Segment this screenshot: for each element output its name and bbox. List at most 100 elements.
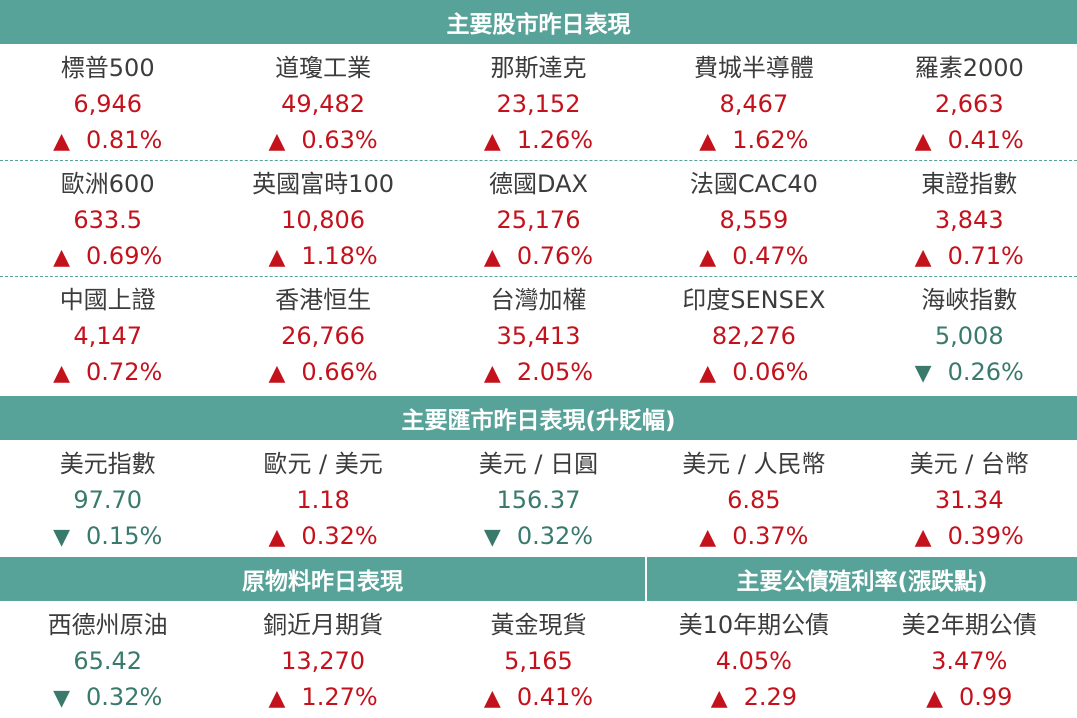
change-value: 1.26% bbox=[516, 126, 594, 154]
instrument-name: 香港恒生 bbox=[275, 286, 372, 314]
up-arrow-icon: ▲ bbox=[483, 245, 501, 270]
instrument-change: ▼ 0.15% bbox=[53, 518, 162, 556]
market-cell: 道瓊工業 49,482 ▲ 0.63% bbox=[215, 44, 430, 160]
instrument-change: ▲ 0.63% bbox=[269, 122, 378, 160]
market-cell: 印度SENSEX 82,276 ▲ 0.06% bbox=[646, 276, 861, 392]
down-arrow-icon: ▼ bbox=[53, 525, 71, 550]
instrument-name: 歐洲600 bbox=[60, 170, 155, 198]
instrument-value: 10,806 bbox=[281, 206, 366, 234]
instrument-value: 5,165 bbox=[504, 647, 573, 675]
change-value: 2.05% bbox=[516, 358, 594, 386]
change-value: 0.32% bbox=[301, 522, 378, 550]
change-value: 1.62% bbox=[732, 126, 809, 154]
market-cell: 費城半導體 8,467 ▲ 1.62% bbox=[646, 44, 861, 160]
change-value: 0.06% bbox=[732, 358, 809, 386]
market-cell: 黃金現貨 5,165 ▲ 0.41% bbox=[431, 601, 646, 717]
stock-grid: 標普500 6,946 ▲ 0.81% 道瓊工業 49,482 ▲ 0.63% 那斯達克 23,1… bbox=[0, 44, 1077, 392]
up-arrow-icon: ▲ bbox=[699, 525, 717, 550]
commodity-section-title: 原物料昨日表現 bbox=[242, 569, 403, 595]
instrument-value: 8,559 bbox=[719, 206, 789, 234]
instrument-change: ▲ 2.05% bbox=[484, 354, 593, 392]
instrument-value: 97.70 bbox=[73, 486, 143, 514]
instrument-name: 印度SENSEX bbox=[682, 286, 826, 314]
up-arrow-icon: ▲ bbox=[914, 525, 932, 550]
instrument-change: ▲ 2.29 bbox=[711, 679, 797, 717]
instrument-value: 3,843 bbox=[934, 206, 1004, 234]
row-divider bbox=[0, 276, 1077, 277]
change-value: 0.39% bbox=[947, 522, 1024, 550]
up-arrow-icon: ▲ bbox=[926, 686, 943, 711]
instrument-change: ▲ 1.18% bbox=[269, 238, 378, 276]
change-value: 2.29 bbox=[743, 683, 798, 711]
instrument-value: 13,270 bbox=[281, 647, 366, 675]
instrument-value: 82,276 bbox=[711, 322, 796, 350]
market-cell: 美元 / 日圓 156.37 ▼ 0.32% bbox=[431, 440, 646, 556]
instrument-value: 6,946 bbox=[73, 90, 143, 118]
change-value: 1.27% bbox=[301, 683, 378, 711]
down-arrow-icon: ▼ bbox=[53, 686, 71, 711]
instrument-name: 美10年期公債 bbox=[678, 611, 830, 639]
fx-grid: 美元指數 97.70 ▼ 0.15% 歐元 / 美元 1.18 ▲ 0.32% 美元 / 日圓 1… bbox=[0, 440, 1077, 556]
up-arrow-icon: ▲ bbox=[268, 129, 286, 154]
market-cell: 歐元 / 美元 1.18 ▲ 0.32% bbox=[215, 440, 430, 556]
instrument-name: 歐元 / 美元 bbox=[263, 450, 383, 478]
instrument-change: ▲ 0.76% bbox=[484, 238, 593, 276]
market-cell: 香港恒生 26,766 ▲ 0.66% bbox=[215, 276, 430, 392]
market-cell: 東證指數 3,843 ▲ 0.71% bbox=[862, 160, 1077, 276]
up-arrow-icon: ▲ bbox=[268, 361, 286, 386]
market-cell: 歐洲600 633.5 ▲ 0.69% bbox=[0, 160, 215, 276]
instrument-change: ▼ 0.26% bbox=[915, 354, 1024, 392]
change-value: 0.41% bbox=[947, 126, 1024, 154]
instrument-change: ▲ 0.06% bbox=[699, 354, 808, 392]
up-arrow-icon: ▲ bbox=[268, 525, 286, 550]
instrument-name: 美元 / 台幣 bbox=[909, 450, 1029, 478]
instrument-change: ▲ 1.62% bbox=[699, 122, 808, 160]
bond-section-header: 主要公債殖利率(漲跌點) bbox=[647, 557, 1077, 601]
instrument-name: 那斯達克 bbox=[490, 54, 587, 82]
instrument-change: ▼ 0.32% bbox=[484, 518, 593, 556]
instrument-value: 156.37 bbox=[496, 486, 581, 514]
instrument-name: 標普500 bbox=[60, 54, 155, 82]
up-arrow-icon: ▲ bbox=[483, 686, 501, 711]
instrument-name: 道瓊工業 bbox=[275, 54, 372, 82]
instrument-change: ▲ 0.32% bbox=[269, 518, 378, 556]
market-cell: 英國富時100 10,806 ▲ 1.18% bbox=[215, 160, 430, 276]
change-value: 0.99 bbox=[959, 683, 1013, 711]
change-value: 0.32% bbox=[516, 522, 594, 550]
market-cell: 海峽指數 5,008 ▼ 0.26% bbox=[862, 276, 1077, 392]
instrument-value: 26,766 bbox=[281, 322, 366, 350]
instrument-name: 西德州原油 bbox=[47, 611, 168, 639]
up-arrow-icon: ▲ bbox=[699, 129, 717, 154]
instrument-name: 美元指數 bbox=[59, 450, 156, 478]
instrument-value: 633.5 bbox=[73, 206, 143, 234]
change-value: 0.32% bbox=[86, 683, 163, 711]
change-value: 0.26% bbox=[947, 358, 1024, 386]
instrument-value: 6.85 bbox=[727, 486, 781, 514]
instrument-name: 德國DAX bbox=[489, 170, 588, 198]
change-value: 0.66% bbox=[301, 358, 378, 386]
instrument-change: ▲ 0.41% bbox=[915, 122, 1024, 160]
market-cell: 美元 / 人民幣 6.85 ▲ 0.37% bbox=[646, 440, 861, 556]
instrument-name: 台灣加權 bbox=[490, 286, 587, 314]
instrument-value: 4,147 bbox=[73, 322, 143, 350]
instrument-change: ▼ 0.32% bbox=[53, 679, 162, 717]
instrument-name: 美元 / 人民幣 bbox=[682, 450, 826, 478]
fx-section-header: 主要匯市昨日表現(升貶幅) bbox=[0, 396, 1077, 440]
market-cell: 美元 / 台幣 31.34 ▲ 0.39% bbox=[862, 440, 1077, 556]
instrument-change: ▲ 0.66% bbox=[269, 354, 378, 392]
down-arrow-icon: ▼ bbox=[914, 361, 932, 386]
instrument-name: 費城半導體 bbox=[693, 54, 814, 82]
instrument-value: 25,176 bbox=[496, 206, 581, 234]
instrument-change: ▲ 0.47% bbox=[699, 238, 808, 276]
up-arrow-icon: ▲ bbox=[53, 361, 71, 386]
instrument-value: 1.18 bbox=[296, 486, 350, 514]
up-arrow-icon: ▲ bbox=[483, 129, 501, 154]
market-cell: 美元指數 97.70 ▼ 0.15% bbox=[0, 440, 215, 556]
market-cell: 標普500 6,946 ▲ 0.81% bbox=[0, 44, 215, 160]
instrument-name: 海峽指數 bbox=[921, 286, 1018, 314]
fx-section-title: 主要匯市昨日表現(升貶幅) bbox=[401, 408, 676, 434]
market-cell: 那斯達克 23,152 ▲ 1.26% bbox=[431, 44, 646, 160]
instrument-value: 49,482 bbox=[281, 90, 366, 118]
up-arrow-icon: ▲ bbox=[710, 686, 728, 711]
